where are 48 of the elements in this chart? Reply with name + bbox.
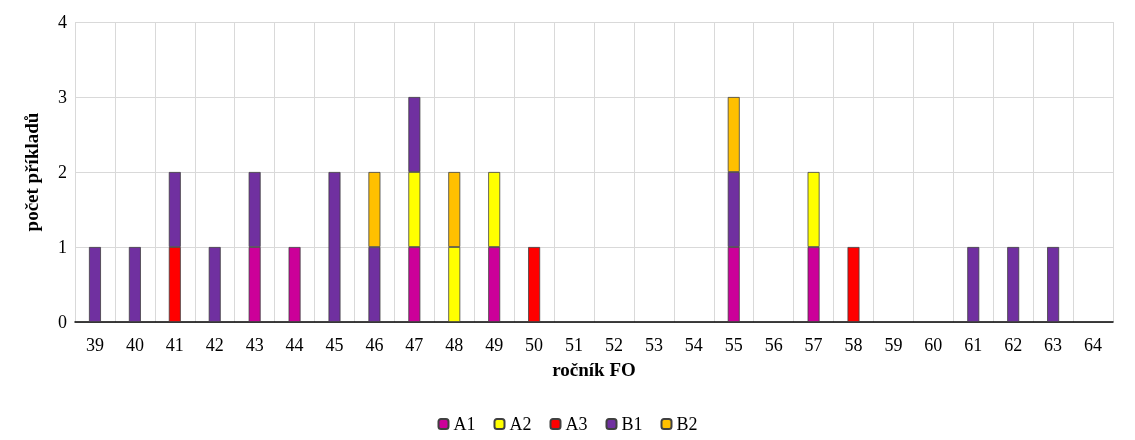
x-tick-label: 62 (1004, 335, 1023, 355)
x-tick-label: 57 (804, 335, 823, 355)
x-tick-label: 50 (525, 335, 544, 355)
x-tick-label: 45 (325, 335, 344, 355)
x-tick-label: 44 (285, 335, 304, 355)
x-tick-label: 49 (485, 335, 504, 355)
x-tick-label: 58 (844, 335, 863, 355)
x-tick-label: 47 (405, 335, 424, 355)
x-tick-label: 54 (684, 335, 703, 355)
x-tick-label: 43 (245, 335, 264, 355)
x-tick-label: 46 (365, 335, 384, 355)
bar (967, 247, 980, 322)
y-tick-label: 1 (58, 237, 67, 257)
bar (288, 247, 301, 322)
x-tick-label: 51 (565, 335, 584, 355)
bar (88, 247, 101, 322)
x-tick-label: 52 (604, 335, 623, 355)
x-tick-label: 56 (764, 335, 783, 355)
x-tick-label: 42 (205, 335, 224, 355)
y-tick-label: 3 (58, 87, 67, 107)
legend-label: A1 (453, 414, 476, 434)
x-tick-label: 48 (445, 335, 464, 355)
x-tick-label: 41 (165, 335, 184, 355)
x-tick-label: 53 (644, 335, 663, 355)
y-tick-label: 4 (58, 12, 67, 32)
bar (1047, 247, 1060, 322)
legend-label: B1 (621, 414, 643, 434)
x-axis-title: ročník FO (552, 359, 636, 380)
x-tick-label: 40 (125, 335, 144, 355)
bar (528, 247, 541, 322)
bar (1007, 247, 1020, 322)
bar (847, 247, 860, 322)
legend-label: B2 (676, 414, 698, 434)
y-tick-label: 0 (58, 312, 67, 332)
x-tick-label: 60 (924, 335, 943, 355)
legend-label: A3 (565, 414, 588, 434)
bar (328, 172, 341, 322)
x-tick-label: 61 (964, 335, 983, 355)
y-axis-title: počet příkladů (21, 112, 42, 232)
y-tick-label: 2 (58, 162, 67, 182)
x-tick-label: 64 (1084, 335, 1103, 355)
bar (208, 247, 221, 322)
bar (128, 247, 141, 322)
legend-label: A2 (509, 414, 532, 434)
x-tick-label: 55 (724, 335, 743, 355)
x-tick-label: 39 (85, 335, 104, 355)
x-tick-label: 63 (1044, 335, 1063, 355)
x-tick-label: 59 (884, 335, 903, 355)
